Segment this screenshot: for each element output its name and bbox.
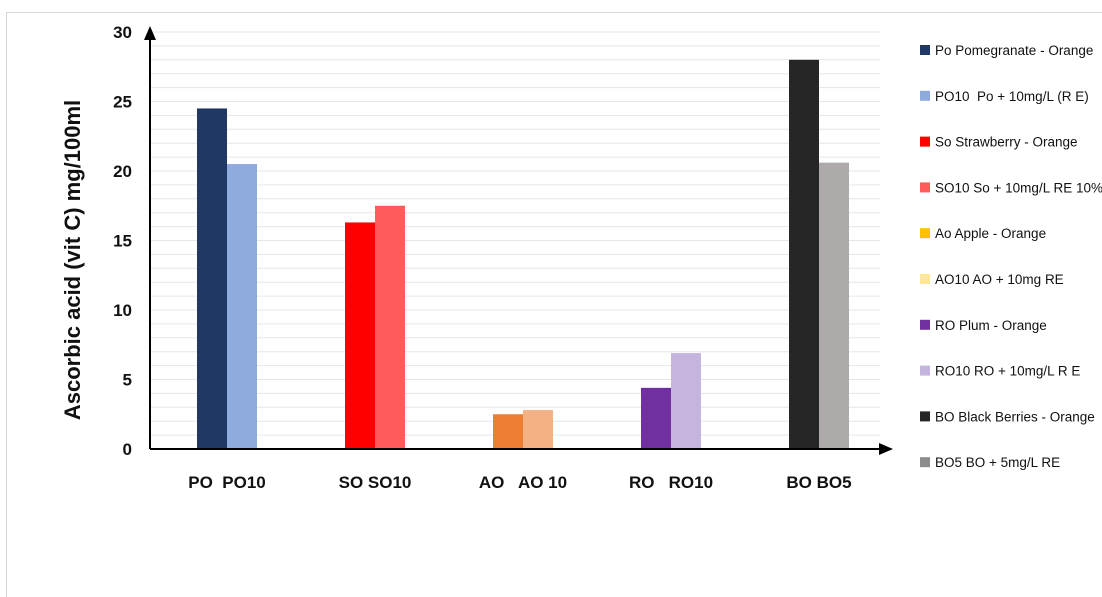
y-tick-label: 25 xyxy=(113,93,132,112)
legend-label: AO10 AO + 10mg RE xyxy=(935,272,1064,287)
x-tick-label: SO SO10 xyxy=(339,473,412,492)
legend-swatch xyxy=(920,319,930,330)
gridlines xyxy=(150,31,880,436)
legend-swatch xyxy=(920,90,930,101)
bar xyxy=(819,162,849,449)
legend-swatch xyxy=(920,365,930,376)
y-tick-label: 30 xyxy=(113,23,132,42)
legend-swatch xyxy=(920,182,930,193)
bar xyxy=(789,59,819,450)
legend-label: RO10 RO + 10mg/L R E xyxy=(935,364,1080,379)
legend-label: BO Black Berries - Orange xyxy=(935,409,1095,424)
axes xyxy=(144,26,893,455)
y-tick-label: 20 xyxy=(113,162,132,181)
y-tick-label: 15 xyxy=(113,232,132,251)
bar xyxy=(523,410,553,449)
bar xyxy=(375,205,405,449)
y-tick-label: 10 xyxy=(113,301,132,320)
legend-swatch xyxy=(920,45,930,55)
legend-swatch xyxy=(920,274,930,284)
legend: Po Pomegranate - Orange PO10 Po + 10mg/L … xyxy=(920,43,1102,470)
x-tick-label: RO RO10 xyxy=(629,473,713,492)
legend-label: Po Pomegranate - Orange xyxy=(935,43,1093,58)
y-tick-label: 5 xyxy=(123,371,132,390)
bars xyxy=(197,59,849,450)
x-tick-label: BO BO5 xyxy=(786,473,851,492)
bar xyxy=(197,108,227,449)
legend-label: So Strawberry - Orange xyxy=(935,135,1078,150)
x-tick-label: PO PO10 xyxy=(188,473,265,492)
x-axis-arrow-icon xyxy=(879,443,893,455)
y-axis-arrow-icon xyxy=(144,26,156,40)
y-tick-labels: 0 5 10 15 20 25 30 xyxy=(113,23,132,459)
legend-label: RO Plum - Orange xyxy=(935,318,1047,333)
legend-label: PO10 Po + 10mg/L (R E) xyxy=(935,89,1089,104)
legend-swatch xyxy=(920,411,930,422)
legend-label: BO5 BO + 5mg/L RE xyxy=(935,455,1060,470)
bar xyxy=(493,414,523,449)
y-axis-title: Ascorbic acid (vit C) mg/100ml xyxy=(60,100,85,420)
legend-label: Ao Apple - Orange xyxy=(935,226,1046,241)
legend-swatch xyxy=(920,136,930,147)
bar xyxy=(641,387,671,449)
chart-frame xyxy=(6,12,1102,597)
bar xyxy=(227,164,257,450)
legend-label: SO10 So + 10mg/L RE 10% xyxy=(935,180,1102,195)
y-tick-label: 0 xyxy=(123,440,132,459)
bar xyxy=(671,353,701,449)
x-tick-labels: PO PO10 SO SO10 AO AO 10 RO RO10 BO BO5 xyxy=(188,473,851,492)
legend-swatch xyxy=(920,457,930,468)
x-tick-label: AO AO 10 xyxy=(479,473,567,492)
bar xyxy=(345,222,375,449)
legend-swatch xyxy=(920,228,930,239)
